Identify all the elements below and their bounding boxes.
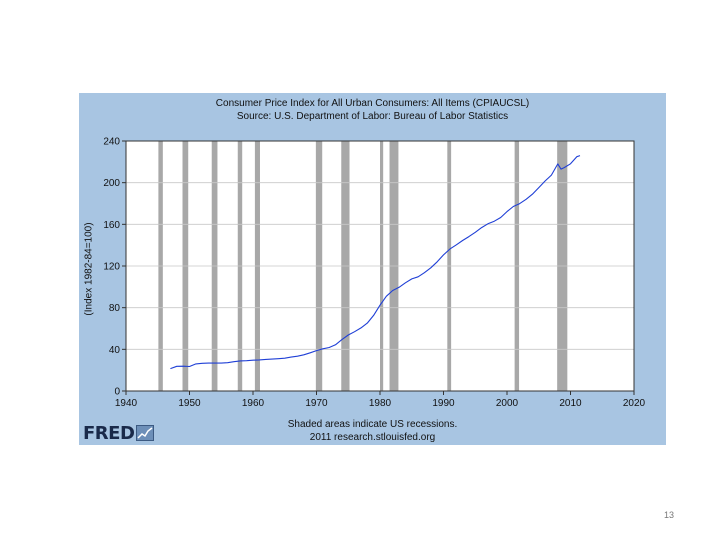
fred-logo-text: FRED — [83, 422, 135, 444]
y-tick-label-240: 240 — [103, 137, 120, 148]
fred-graph-icon — [136, 425, 155, 441]
x-tick-label-1940: 1940 — [115, 398, 138, 409]
y-tick-label-200: 200 — [103, 178, 120, 189]
y-tick-label-0: 0 — [114, 387, 120, 398]
series-line-0 — [170, 155, 581, 370]
fred-graph-glyph — [137, 427, 153, 439]
x-tick-label-1970: 1970 — [305, 398, 328, 409]
chart-title: Consumer Price Index for All Urban Consu… — [215, 98, 530, 109]
x-tick-label-1950: 1950 — [178, 398, 201, 409]
chart-svg: 0 40 80 120 160 200 240 1940 1950 1960 1970 1980 199… — [103, 137, 646, 410]
source-url: 2011 research.stlouisfed.org — [309, 432, 436, 443]
x-tick-label-2000: 2000 — [496, 398, 519, 409]
chart-subtitle: Source: U.S. Department of Labor: Bureau… — [236, 111, 509, 122]
x-tick-label-2020: 2020 — [623, 398, 646, 409]
plot-border — [125, 140, 635, 392]
recession-note: Shaded areas indicate US recessions. — [287, 419, 458, 430]
y-tick-label-160: 160 — [103, 220, 120, 231]
y-tick-label-120: 120 — [103, 262, 120, 273]
y-tick-label-80: 80 — [109, 303, 121, 314]
x-tick-label-1990: 1990 — [432, 398, 455, 409]
x-tick-label-1980: 1980 — [369, 398, 392, 409]
page-number: 13 — [664, 510, 675, 520]
y-tick-label-40: 40 — [109, 345, 121, 356]
x-tick-label-1960: 1960 — [242, 398, 265, 409]
fred-logo: FRED — [83, 422, 155, 444]
chart-figure: Consumer Price Index for All Urban Consu… — [79, 93, 666, 445]
x-tick-label-2010: 2010 — [559, 398, 582, 409]
